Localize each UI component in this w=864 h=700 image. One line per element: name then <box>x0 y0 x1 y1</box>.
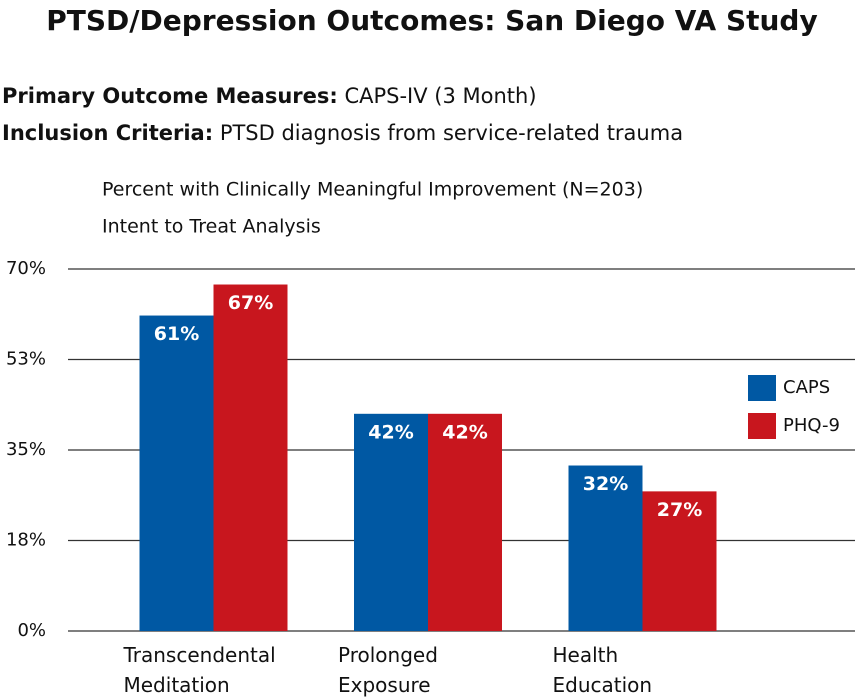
header-text: PTSD diagnosis from service-related trau… <box>220 121 683 145</box>
value-label: 32% <box>583 473 628 495</box>
header-text: CAPS-IV (3 Month) <box>344 84 536 108</box>
chart-title: Percent with Clinically Meaningful Impro… <box>102 179 643 201</box>
value-label: 67% <box>228 292 273 314</box>
value-label: 27% <box>657 499 702 521</box>
header-line: Primary Outcome Measures: CAPS-IV (3 Mon… <box>2 84 537 108</box>
bar <box>354 413 428 631</box>
legend-label: PHQ-9 <box>783 415 840 436</box>
y-tick-label: 35% <box>6 439 46 460</box>
y-tick-label: 53% <box>6 349 46 370</box>
chart-subtitle: Intent to Treat Analysis <box>102 216 321 238</box>
legend-label: CAPS <box>783 377 830 398</box>
header-label: Inclusion Criteria: <box>2 121 213 145</box>
bar <box>642 491 717 631</box>
legend-swatch <box>748 413 776 439</box>
x-tick-label: Transcendental Meditation <box>123 643 276 697</box>
header-label: Primary Outcome Measures: <box>2 84 338 108</box>
value-label: 42% <box>442 421 487 443</box>
bar <box>568 465 643 631</box>
y-tick-label: 18% <box>6 530 46 551</box>
y-tick-label: 70% <box>6 258 46 279</box>
x-tick-label: Prolonged Exposure <box>338 643 438 697</box>
y-tick-label: 0% <box>17 620 46 641</box>
page-title: PTSD/Depression Outcomes: San Diego VA S… <box>46 4 817 37</box>
x-tick-label: Health Education <box>553 643 653 697</box>
header-line: Inclusion Criteria: PTSD diagnosis from … <box>2 121 683 145</box>
value-label: 61% <box>154 323 199 345</box>
bar <box>139 315 214 631</box>
bar <box>428 413 502 631</box>
bar <box>213 284 288 631</box>
value-label: 42% <box>368 421 413 443</box>
legend-swatch <box>748 375 776 401</box>
